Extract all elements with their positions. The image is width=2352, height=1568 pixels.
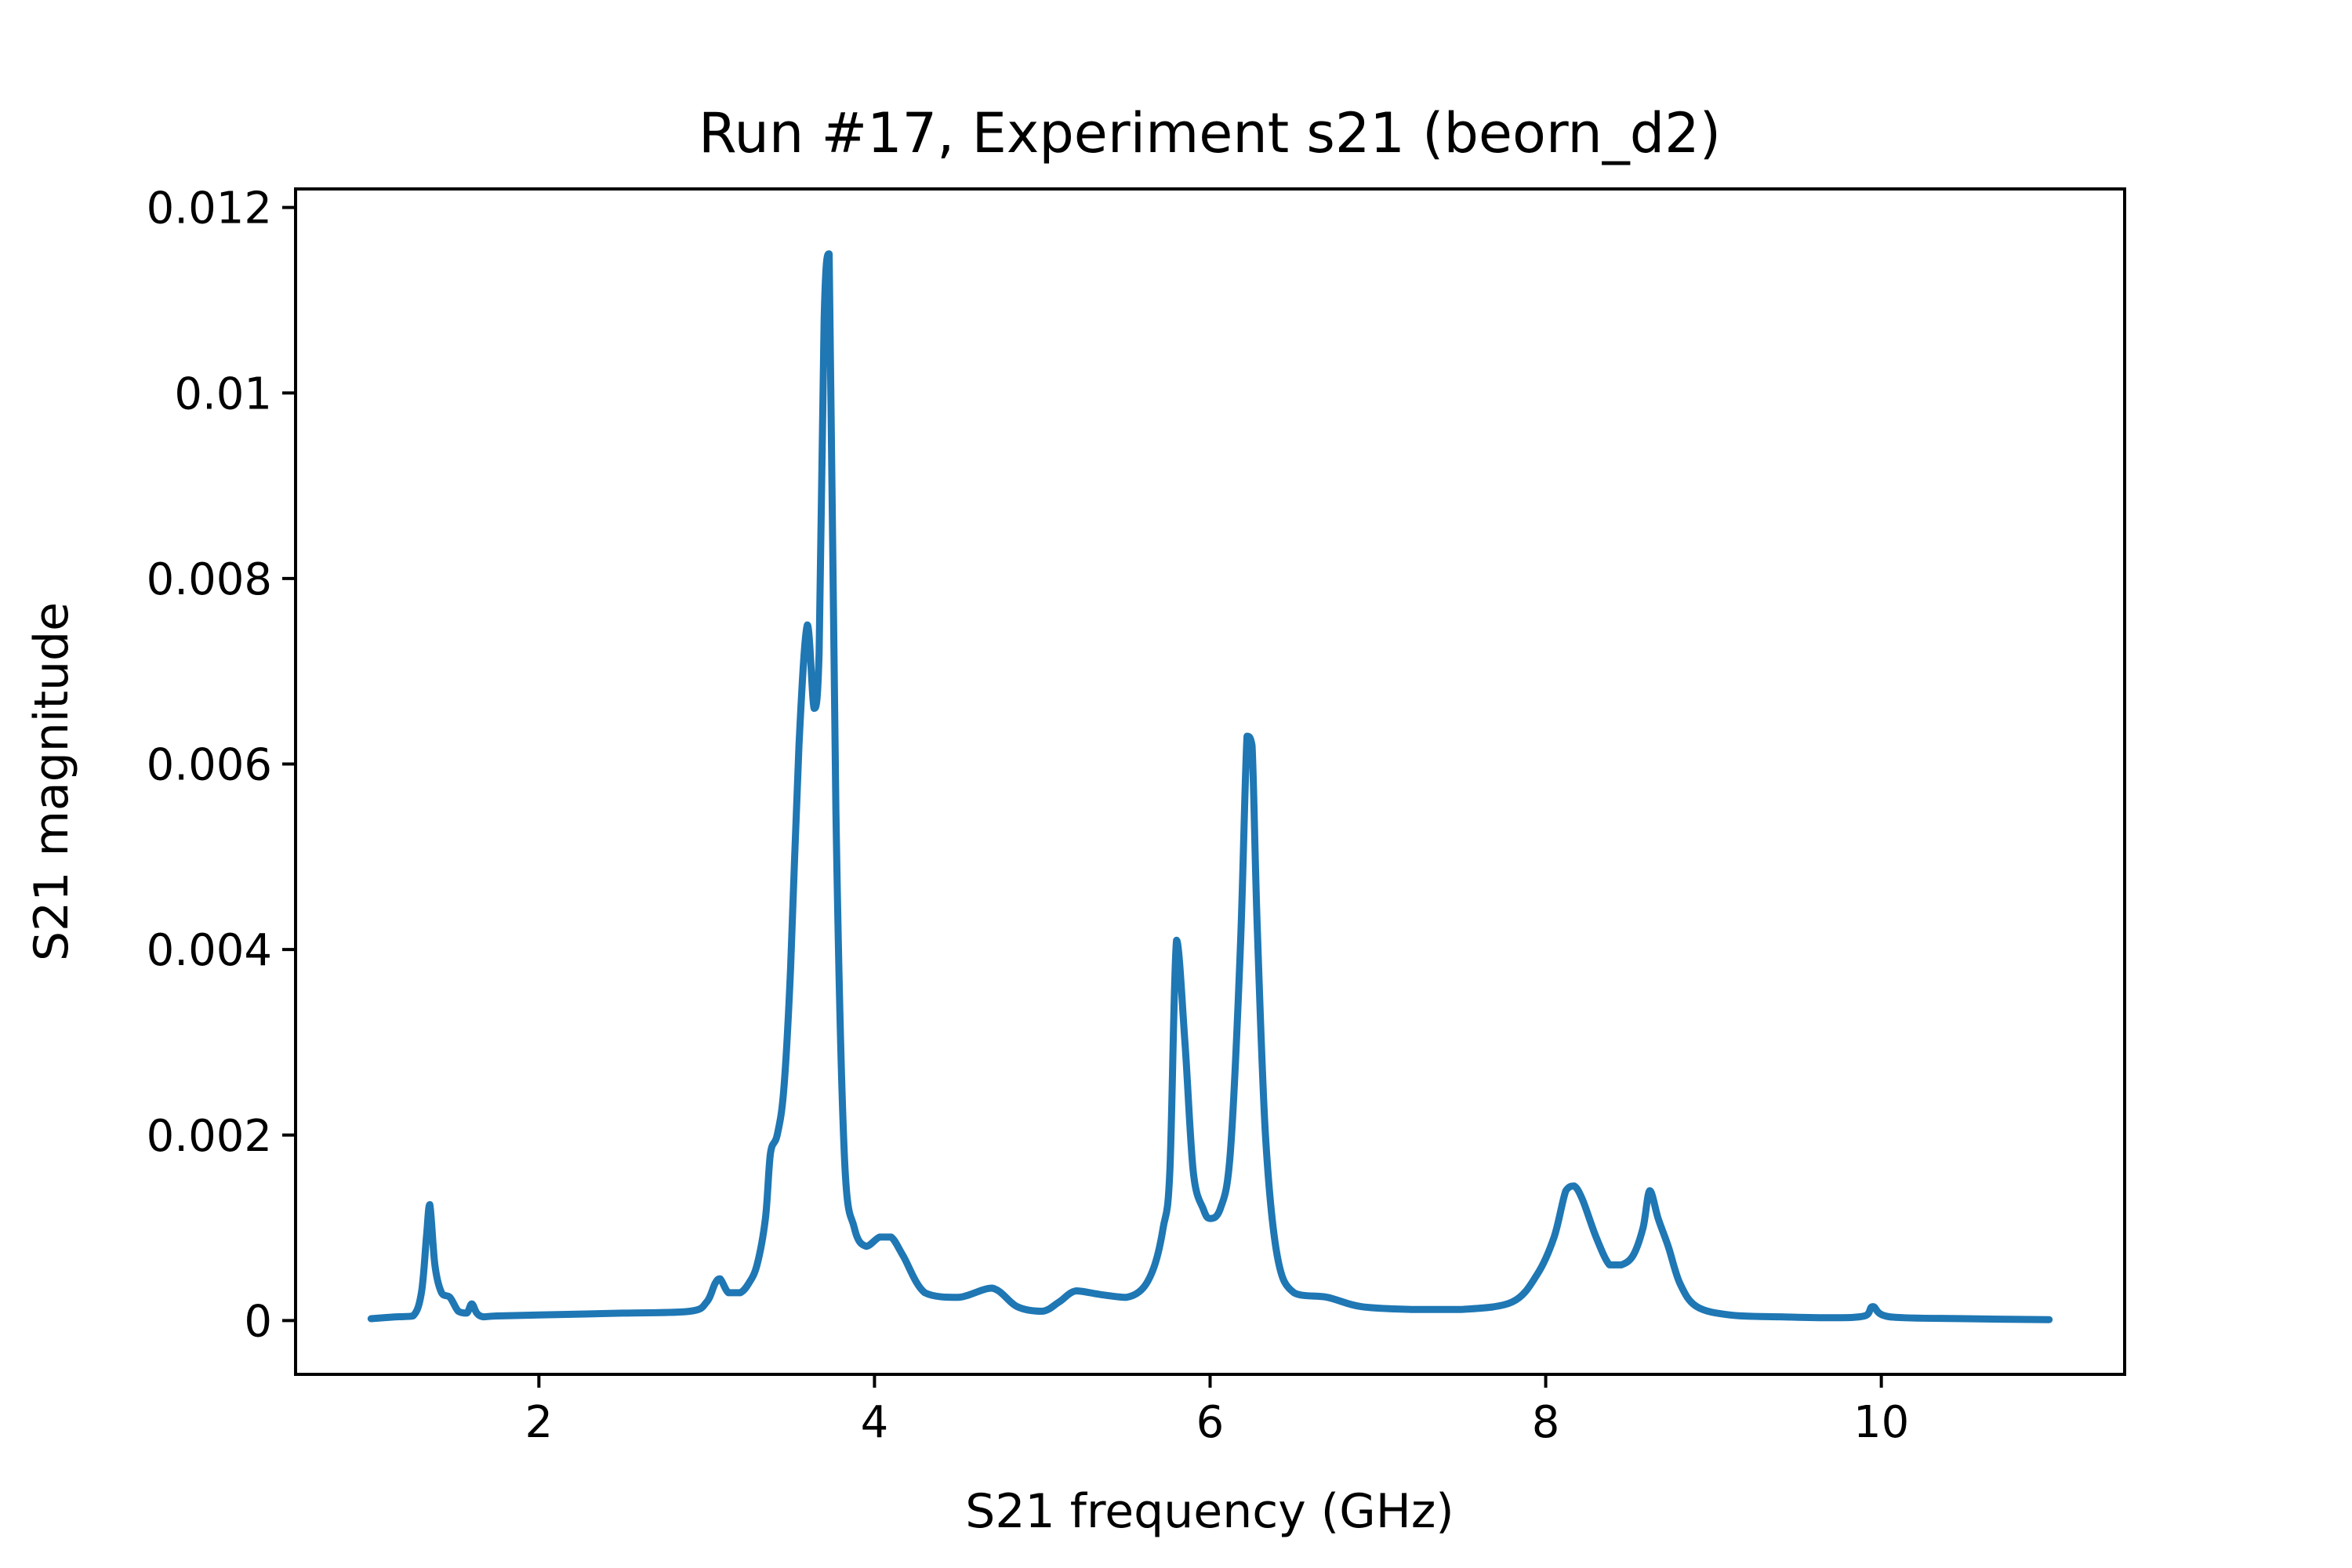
plot-area xyxy=(294,187,2126,1376)
y-tick-label: 0.004 xyxy=(147,925,272,976)
x-tick-label: 10 xyxy=(1853,1397,1909,1448)
y-tick-label: 0 xyxy=(244,1296,272,1347)
y-tick-label: 0.008 xyxy=(147,554,272,605)
y-tick-label: 0.006 xyxy=(147,740,272,791)
x-tick-label: 4 xyxy=(861,1397,889,1448)
axes-frame xyxy=(294,187,2126,1376)
y-tick-label: 0.012 xyxy=(147,183,272,234)
y-axis: 0 0.002 0.004 0.006 0.008 0.01 0.012 xyxy=(147,183,296,1347)
x-tick-label: 8 xyxy=(1532,1397,1560,1448)
y-axis-label: S21 magnitude xyxy=(24,602,79,961)
chart-title: Run #17, Experiment s21 (beorn_d2) xyxy=(699,101,1721,165)
x-axis: 2 4 6 8 10 xyxy=(525,1374,1909,1448)
y-tick-label: 0.002 xyxy=(147,1111,272,1162)
x-axis-label: S21 frequency (GHz) xyxy=(965,1484,1454,1539)
series-line xyxy=(367,250,2053,1323)
x-tick-label: 2 xyxy=(525,1397,554,1448)
y-tick-label: 0.01 xyxy=(174,368,272,419)
x-tick-label: 6 xyxy=(1196,1397,1225,1448)
